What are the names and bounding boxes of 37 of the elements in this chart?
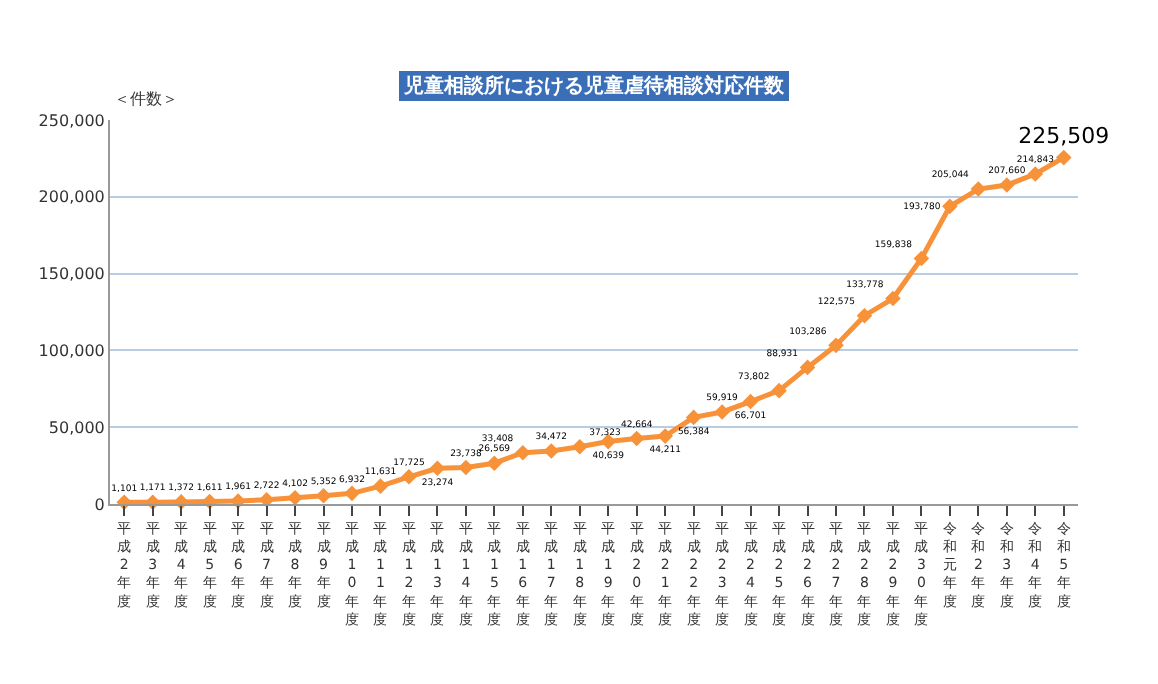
point (429, 460, 446, 477)
point (401, 468, 417, 485)
point (1055, 149, 1072, 166)
chart-title: 児童相談所における児童虐待相談対応件数 (402, 74, 786, 98)
y-axis-title: ＜件数＞ (114, 90, 178, 108)
y-tick-label: 0 (94, 495, 105, 514)
point (458, 459, 474, 476)
point (657, 428, 673, 444)
point (372, 478, 389, 494)
point (828, 337, 844, 354)
point (714, 404, 730, 420)
point (999, 177, 1015, 193)
point (344, 485, 360, 502)
point (571, 438, 588, 455)
point (287, 489, 303, 506)
point (685, 409, 702, 426)
y-tick-label: 50,000 (48, 418, 105, 437)
y-tick-label: 150,000 (38, 265, 105, 284)
data-label: 225,509 (1018, 122, 1110, 149)
point (913, 250, 930, 267)
point (856, 307, 873, 324)
point (486, 455, 503, 471)
y-tick-label: 250,000 (38, 111, 105, 130)
point (742, 393, 759, 410)
point (315, 487, 332, 504)
point (885, 290, 901, 307)
point (628, 430, 645, 447)
y-tick-label: 200,000 (38, 188, 105, 207)
point (970, 181, 987, 197)
point (258, 492, 275, 508)
point (771, 382, 787, 399)
point (799, 359, 816, 376)
y-tick-label: 100,000 (38, 342, 105, 360)
point (1027, 166, 1044, 182)
point (543, 443, 560, 459)
point (515, 444, 531, 461)
point (942, 198, 958, 215)
